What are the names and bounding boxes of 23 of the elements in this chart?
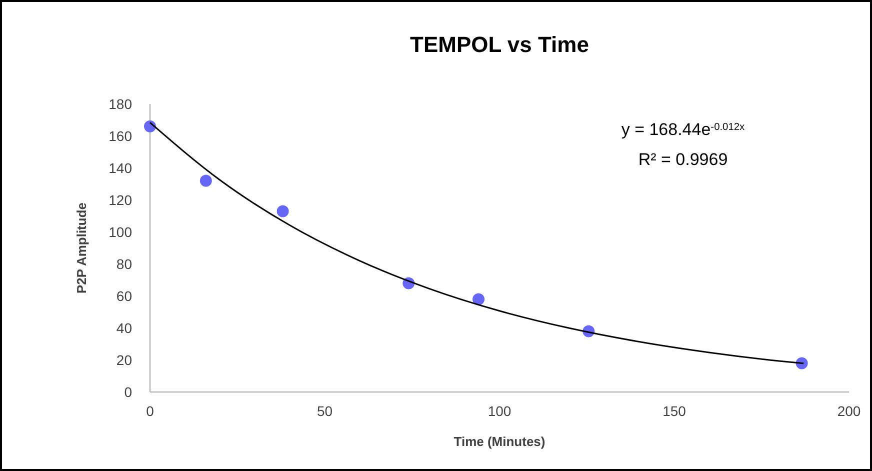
y-tick-label: 140 xyxy=(108,160,132,176)
y-tick-label: 20 xyxy=(116,352,132,368)
y-tick-label: 40 xyxy=(116,320,132,336)
x-tick-label: 50 xyxy=(316,403,333,419)
x-tick-label: 150 xyxy=(662,403,686,419)
point xyxy=(276,205,289,218)
y-axis-title: P2P Amplitude xyxy=(74,202,89,294)
y-tick-label: 0 xyxy=(124,384,132,400)
y-tick-label: 120 xyxy=(108,192,132,208)
point xyxy=(200,174,212,187)
annotation: y = 168.44e$^{-0.012x}$ xyxy=(621,120,745,139)
annotation: R² = 0.9969 xyxy=(638,150,728,169)
x-tick-label: 200 xyxy=(837,403,861,419)
x-tick-label: 100 xyxy=(488,403,512,419)
chart-title: TEMPOL vs Time xyxy=(410,32,589,57)
y-tick-label: 60 xyxy=(116,288,132,304)
x-tick-label: 0 xyxy=(146,403,154,419)
point xyxy=(472,293,485,306)
y-tick-label: 100 xyxy=(108,224,132,240)
y-tick-label: 160 xyxy=(108,128,132,144)
y-tick-label: 180 xyxy=(108,96,132,112)
x-axis-title: Time (Minutes) xyxy=(454,434,546,449)
y-tick-label: 80 xyxy=(116,256,132,272)
